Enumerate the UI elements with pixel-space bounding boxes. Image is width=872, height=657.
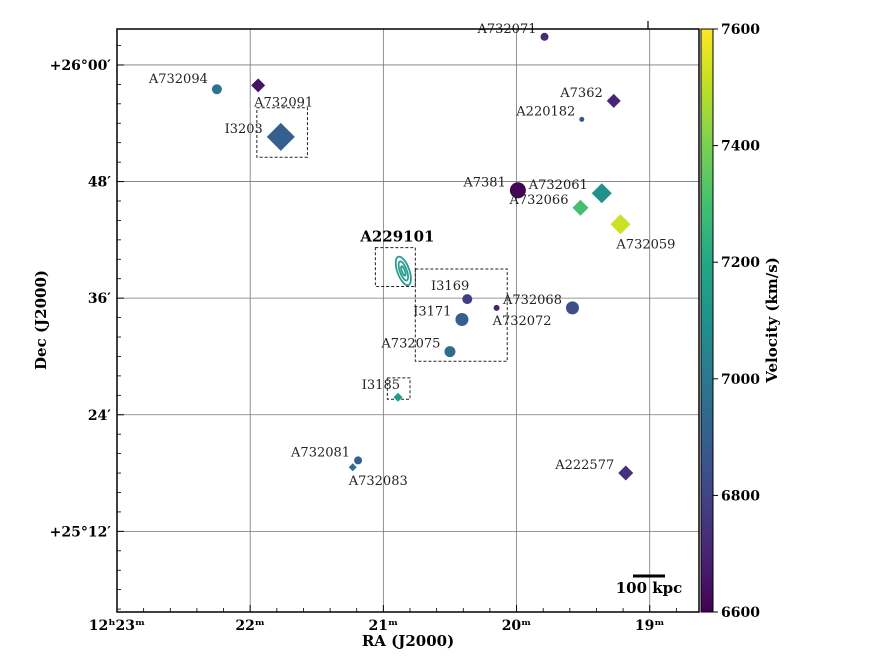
x-tick-label: 19ᵐ	[635, 618, 665, 634]
galaxy-label-a732068: A732068	[502, 293, 562, 308]
galaxy-marker-a732066	[572, 199, 589, 216]
galaxy-marker-a732059	[610, 214, 631, 235]
plot-frame	[116, 28, 700, 613]
colorbar-title: Velocity (km/s)	[763, 257, 781, 384]
galaxy-label-a732081: A732081	[290, 445, 350, 460]
y-tick-label: +26°00′	[50, 58, 112, 74]
colorbar-tick-label: 7400	[721, 139, 760, 155]
galaxy-label-i3185: I3185	[362, 378, 400, 393]
galaxy-marker-a732081	[354, 456, 363, 465]
galaxy-label-a732066: A732066	[508, 193, 568, 208]
y-tick-label: +25°12′	[50, 524, 112, 540]
colorbar-tick-label: 7000	[721, 372, 760, 388]
galaxy-label-a7362: A7362	[559, 86, 602, 101]
galaxy-marker-a732068	[565, 301, 579, 315]
galaxy-label-a732083: A732083	[348, 474, 408, 489]
galaxy-label-a220182: A220182	[515, 104, 575, 119]
grid-lines	[116, 29, 699, 612]
galaxy-marker-i3203	[266, 122, 295, 151]
galaxy-marker-i3185	[393, 392, 403, 402]
galaxy-marker-a7362	[606, 93, 621, 108]
colorbar-tick-label: 7600	[721, 22, 760, 38]
galaxy-marker-a732094	[211, 84, 222, 95]
target-contour	[400, 265, 407, 277]
group-boxes	[256, 107, 508, 400]
x-tick-label: 22ᵐ	[235, 618, 265, 634]
colorbar-tick-label: 6800	[721, 488, 760, 504]
galaxy-label-i3169: I3169	[431, 279, 469, 294]
galaxy-label-a732072: A732072	[492, 314, 552, 329]
galaxy-marker-a732091	[251, 78, 266, 93]
galaxy-marker-a732075	[444, 346, 456, 358]
y-tick-label: 36′	[88, 291, 111, 307]
scale-bar: 100 kpc	[616, 574, 683, 597]
galaxy-label-i3203: I3203	[225, 122, 263, 137]
target-contour	[397, 260, 409, 282]
scale-bar-label: 100 kpc	[616, 579, 683, 597]
y-tick-label: 48′	[88, 175, 111, 191]
galaxy-marker-a732061	[591, 183, 612, 204]
galaxy-marker-a7381	[509, 182, 526, 199]
galaxy-label-a732091: A732091	[253, 95, 313, 110]
galaxy-label-a7381: A7381	[462, 175, 505, 190]
colorbar-tick-label: 6600	[721, 605, 760, 621]
colorbar-gradient	[700, 28, 714, 613]
galaxy-label-a222577: A222577	[554, 458, 614, 473]
galaxy-points	[211, 32, 634, 481]
galaxy-label-a732059: A732059	[615, 237, 675, 252]
x-tick-label: 20ᵐ	[502, 618, 532, 634]
x-tick-label: 21ᵐ	[369, 618, 399, 634]
y-axis-title: Dec (J2000)	[32, 270, 50, 370]
galaxy-labels: A732071A732094A732091I3203A7362A220182A7…	[148, 22, 676, 489]
galaxy-marker-i3169	[462, 294, 473, 305]
x-axis-title: RA (J2000)	[362, 632, 454, 650]
target-contour	[394, 255, 412, 287]
y-tick-label: 24′	[88, 408, 111, 424]
galaxy-marker-a732072	[493, 304, 500, 311]
axis-ticks: 12ʰ23ᵐ 22ᵐ 21ᵐ 20ᵐ 19ᵐ +25°12′ 24′ 36′ 48′ +26°00…	[50, 21, 677, 634]
galaxy-marker-i3171	[455, 313, 469, 327]
colorbar: 6600 6800 7000 7200 7400 7600	[700, 22, 760, 621]
target-region: A229101	[359, 228, 434, 287]
galaxy-label-a732075: A732075	[380, 337, 440, 352]
galaxy-marker-a732071	[540, 32, 549, 41]
galaxy-label-a732094: A732094	[148, 72, 208, 87]
group-box-i3169	[414, 268, 508, 362]
group-box-i3203	[256, 107, 308, 158]
x-tick-label: 12ʰ23ᵐ	[89, 618, 145, 634]
galaxy-marker-a732083	[348, 463, 357, 472]
colorbar-tick-label: 7200	[721, 255, 760, 271]
galaxy-marker-a220182	[579, 116, 585, 122]
galaxy-label-i3171: I3171	[413, 305, 451, 320]
galaxy-marker-a222577	[618, 465, 634, 481]
galaxy-label-a732061: A732061	[528, 178, 588, 193]
target-label: A229101	[359, 228, 434, 246]
